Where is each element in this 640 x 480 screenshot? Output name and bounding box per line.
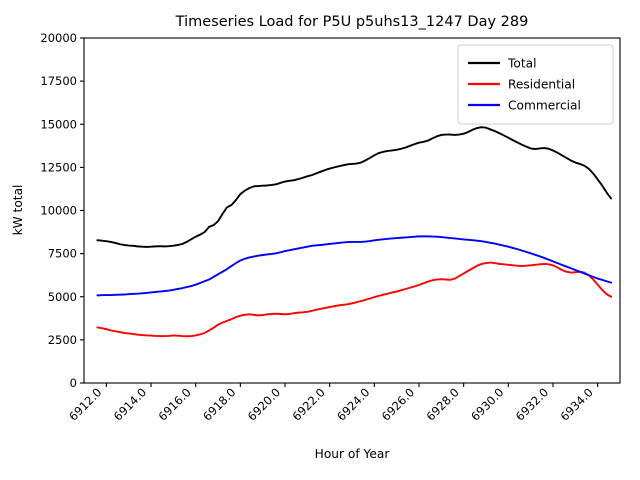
y-tick-label: 15000: [40, 117, 77, 131]
chart-legend[interactable]: Total Residential Commercial: [457, 44, 614, 125]
y-tick-label: 12500: [40, 160, 77, 174]
y-tick-label: 10000: [40, 204, 77, 218]
y-tick-label: 5000: [48, 290, 77, 304]
legend-label-total[interactable]: Total: [507, 57, 536, 71]
y-axis-ticks: 0 2500 5000 7500 10000 12500 15000 17500 20000: [40, 31, 84, 390]
y-tick-label: 0: [70, 376, 77, 390]
series-line-total: [96, 126, 613, 248]
x-axis-label: Hour of Year: [315, 447, 391, 461]
y-tick-label: 7500: [48, 247, 77, 261]
y-axis-label: kW total: [11, 185, 25, 236]
chart-title: Timeseries Load for P5U p5uhs13_1247 Day…: [175, 14, 529, 30]
y-tick-label: 20000: [40, 31, 77, 45]
legend-label-residential[interactable]: Residential: [508, 78, 575, 92]
series-line-commercial: [96, 235, 613, 297]
legend-label-commercial[interactable]: Commercial: [508, 99, 581, 113]
y-tick-label: 2500: [48, 333, 77, 347]
series-line-residential: [96, 261, 613, 338]
data-series-group: [96, 126, 613, 338]
y-tick-label: 17500: [40, 74, 77, 88]
